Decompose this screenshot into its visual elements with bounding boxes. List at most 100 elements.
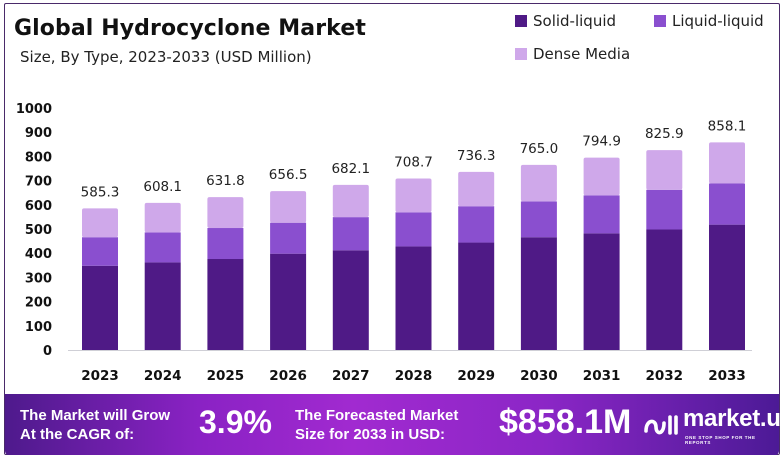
- y-tick-label: 1000: [16, 102, 52, 117]
- x-tick-label: 2024: [144, 368, 182, 384]
- y-tick-label: 900: [25, 126, 52, 141]
- forecast-label-line2: Size for 2033 in USD:: [295, 426, 446, 443]
- legend-label: Dense Media: [533, 45, 631, 63]
- y-tick-label: 800: [25, 150, 52, 165]
- bar-segment-dense-media: [144, 202, 181, 233]
- bar-segment-solid-liquid: [332, 250, 369, 350]
- bar-segment-solid-liquid: [207, 259, 244, 350]
- brand-tagline: ONE STOP SHOP FOR THE REPORTS: [685, 435, 756, 445]
- legend-label: Liquid-liquid: [672, 12, 764, 30]
- bar-total-label: 858.1: [708, 118, 747, 134]
- bar-total-label: 656.5: [269, 167, 308, 183]
- bar-segment-liquid-liquid: [144, 232, 181, 263]
- bar-segment-dense-media: [395, 178, 432, 213]
- bar-stack-2027: 682.1: [331, 161, 370, 350]
- legend-swatch-dense-media: [515, 48, 527, 60]
- bar-stack-2025: 631.8: [206, 173, 245, 350]
- cagr-label-line2: At the CAGR of:: [20, 426, 135, 443]
- bar-stack-2023: 585.3: [81, 184, 120, 350]
- x-tick-label: 2023: [81, 368, 119, 384]
- cagr-label-line1: The Market will Grow: [20, 407, 171, 424]
- y-axis: 0 100 200 300 400 500 600 700 800 900 1000: [16, 102, 52, 359]
- x-axis: 2023 2024 2025 2026 2027 2028 2029 2030 2031 2032…: [81, 368, 746, 384]
- x-tick-label: 2025: [207, 368, 245, 384]
- bar-segment-liquid-liquid: [520, 201, 557, 238]
- bar-segment-dense-media: [82, 208, 118, 238]
- chart-title: Global Hydrocyclone Market: [14, 16, 366, 41]
- bar-segment-dense-media: [520, 164, 557, 202]
- x-tick-label: 2028: [395, 368, 433, 384]
- bar-segment-solid-liquid: [709, 224, 745, 350]
- y-tick-label: 300: [25, 271, 52, 286]
- bar-total-label: 631.8: [206, 173, 245, 189]
- legend-label: Solid-liquid: [533, 12, 617, 30]
- legend-item-liquid-liquid: Liquid-liquid: [654, 12, 764, 30]
- bar-segment-dense-media: [270, 191, 307, 223]
- bar-stack-2029: 736.3: [457, 148, 496, 350]
- bar-segment-dense-media: [583, 157, 620, 196]
- legend-item-solid-liquid: Solid-liquid: [515, 12, 616, 30]
- bar-stack-2026: 656.5: [269, 167, 308, 350]
- bar-segment-dense-media: [332, 184, 369, 218]
- x-tick-label: 2032: [646, 368, 684, 384]
- bar-total-label: 608.1: [143, 179, 182, 195]
- x-tick-label: 2031: [583, 368, 621, 384]
- bar-stack-2028: 708.7: [394, 154, 433, 350]
- x-tick-label: 2030: [520, 368, 558, 384]
- y-tick-label: 200: [25, 296, 52, 311]
- y-tick-label: 0: [43, 344, 52, 359]
- stacked-bar-chart: 0 100 200 300 400 500 600 700 800 900 1000 585.3 60…: [16, 102, 752, 384]
- y-tick-label: 400: [25, 247, 52, 262]
- x-tick-label: 2026: [269, 368, 307, 384]
- cagr-value: 3.9%: [199, 404, 272, 440]
- bar-segment-solid-liquid: [520, 237, 557, 350]
- legend-swatch-solid-liquid: [515, 15, 527, 27]
- bar-segment-liquid-liquid: [583, 195, 620, 234]
- brand-name: market.us: [683, 405, 784, 432]
- bar-segment-liquid-liquid: [207, 228, 244, 260]
- bar-segment-solid-liquid: [646, 229, 683, 350]
- cagr-label: The Market will Grow At the CAGR of:: [20, 406, 170, 444]
- bar-total-label: 765.0: [520, 141, 559, 157]
- legend-item-dense-media: Dense Media: [515, 45, 630, 63]
- bar-segment-liquid-liquid: [270, 222, 307, 254]
- forecast-label: The Forecasted Market Size for 2033 in U…: [295, 406, 458, 444]
- bar-segment-liquid-liquid: [332, 217, 369, 251]
- bar-segment-solid-liquid: [395, 246, 432, 350]
- bar-segment-liquid-liquid: [82, 237, 118, 266]
- bar-total-label: 682.1: [331, 161, 370, 177]
- bar-segment-dense-media: [207, 197, 244, 229]
- bar-segment-solid-liquid: [144, 262, 181, 350]
- forecast-label-line1: The Forecasted Market: [295, 407, 459, 424]
- bar-total-label: 794.9: [582, 134, 621, 150]
- bar-segment-dense-media: [458, 171, 495, 207]
- bar-segment-solid-liquid: [583, 233, 620, 350]
- bar-total-label: 708.7: [394, 154, 433, 170]
- bar-segment-liquid-liquid: [458, 206, 495, 243]
- bar-segment-solid-liquid: [82, 265, 118, 350]
- legend-swatch-liquid-liquid: [654, 15, 666, 27]
- bar-segment-solid-liquid: [458, 242, 495, 350]
- summary-banner: The Market will Grow At the CAGR of: 3.9…: [5, 394, 784, 455]
- y-tick-label: 700: [25, 175, 52, 190]
- forecast-value: $858.1M: [499, 403, 632, 441]
- y-tick-label: 600: [25, 199, 52, 214]
- bar-stack-2030: 765.0: [520, 141, 559, 350]
- bar-segment-dense-media: [646, 150, 683, 190]
- y-tick-label: 500: [25, 223, 52, 238]
- bar-segment-dense-media: [709, 142, 745, 184]
- bar-segment-liquid-liquid: [646, 189, 683, 230]
- bar-total-label: 825.9: [645, 126, 684, 142]
- bars: 585.3 608.1 631.8 656.5 682.1 708.7 736.3 765.0…: [81, 118, 747, 350]
- bar-stack-2033: 858.1: [708, 118, 747, 350]
- chart-subtitle: Size, By Type, 2023-2033 (USD Million): [20, 48, 312, 66]
- bar-total-label: 585.3: [81, 184, 120, 200]
- x-tick-label: 2029: [457, 368, 495, 384]
- bar-segment-solid-liquid: [270, 253, 307, 350]
- bar-segment-liquid-liquid: [709, 183, 745, 225]
- y-tick-label: 100: [25, 320, 52, 335]
- x-tick-label: 2033: [708, 368, 746, 384]
- x-tick-label: 2027: [332, 368, 370, 384]
- bar-segment-liquid-liquid: [395, 212, 432, 247]
- bar-stack-2024: 608.1: [143, 179, 182, 350]
